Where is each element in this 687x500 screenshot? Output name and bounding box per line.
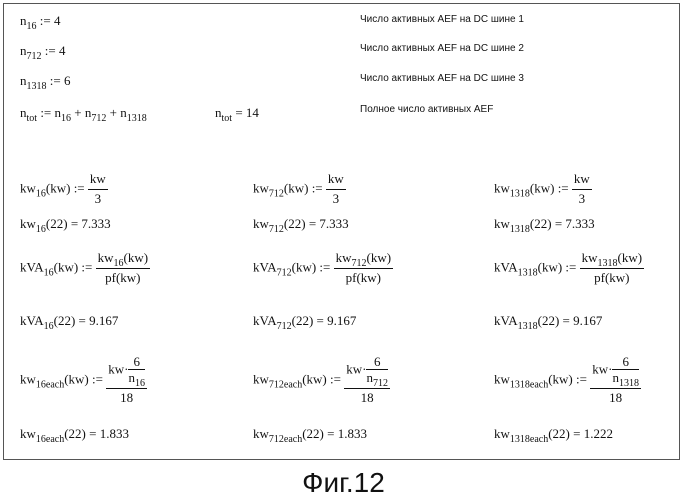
each-eval-1318: kw1318each(22) = 1.222 (494, 427, 613, 440)
kw-def-712: kw712(kw) := kw3 (253, 172, 346, 207)
kva-eval-16: kVA16(22) = 9.167 (20, 314, 118, 327)
kva-def-712: kVA712(kw) := kw712(kw)pf(kw) (253, 251, 393, 286)
def-n16: n16 := 4 (20, 14, 60, 27)
kva-eval-1318: kVA1318(22) = 9.167 (494, 314, 602, 327)
each-def-1318: kw1318each(kw) := kw·6n131818 (494, 355, 641, 406)
note-total: Полное число активных AEF (360, 104, 493, 115)
kva-def-1318: kVA1318(kw) := kw1318(kw)pf(kw) (494, 251, 644, 286)
kva-eval-712: kVA712(22) = 9.167 (253, 314, 356, 327)
each-eval-712: kw712each(22) = 1.833 (253, 427, 367, 440)
def-n1318: n1318 := 6 (20, 74, 70, 87)
def-ntot: ntot := n16 + n712 + n1318 (20, 106, 147, 119)
def-n712: n712 := 4 (20, 44, 65, 57)
kw-eval-16: kw16(22) = 7.333 (20, 217, 111, 230)
kva-def-16: kVA16(kw) := kw16(kw)pf(kw) (20, 251, 150, 286)
figure-caption: Фиг.12 (0, 467, 687, 499)
note-bus-2: Число активных AEF на DC шине 2 (360, 43, 524, 54)
kw-def-16: kw16(kw) := kw3 (20, 172, 108, 207)
kw-def-1318: kw1318(kw) := kw3 (494, 172, 592, 207)
each-eval-16: kw16each(22) = 1.833 (20, 427, 129, 440)
result-ntot: ntot = 14 (215, 106, 259, 119)
each-def-16: kw16each(kw) := kw·6n1618 (20, 355, 147, 406)
note-bus-3: Число активных AEF на DC шине 3 (360, 73, 524, 84)
kw-eval-712: kw712(22) = 7.333 (253, 217, 349, 230)
kw-eval-1318: kw1318(22) = 7.333 (494, 217, 595, 230)
each-def-712: kw712each(kw) := kw·6n71218 (253, 355, 390, 406)
note-bus-1: Число активных AEF на DC шине 1 (360, 14, 524, 25)
